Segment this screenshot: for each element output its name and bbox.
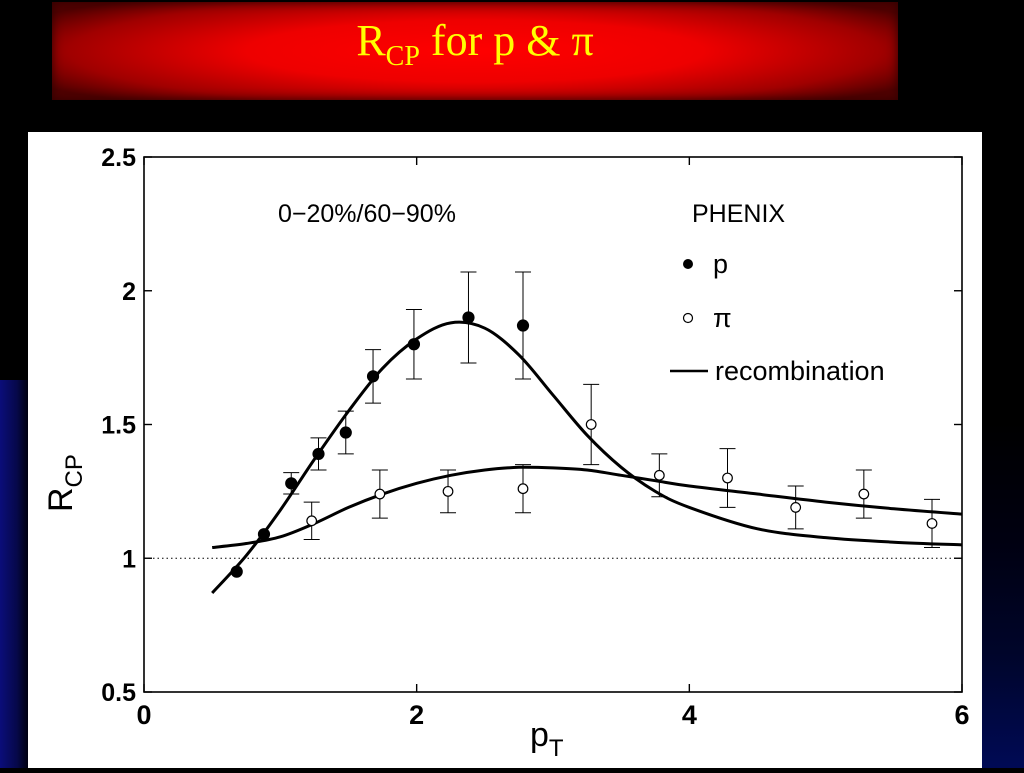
plot-panel: 0 2 4 6 0.5 1 1.5 2 2.5 0−20%/60−90% PHENIX p π … [28, 132, 982, 768]
data-point-pi [517, 483, 529, 495]
background-gradient [0, 380, 28, 768]
data-point-pi [722, 472, 733, 484]
recombination-curve-pi [211, 465, 963, 550]
legend-label-pi: π [713, 303, 732, 333]
data-point-p [407, 338, 421, 351]
data-point-p [285, 477, 298, 490]
legend-label-recombination: recombination [715, 356, 885, 386]
x-tick-label: 6 [954, 700, 969, 730]
y-tick-label: 1.5 [101, 412, 136, 440]
data-point-pi [790, 502, 802, 513]
legend-label-p: p [713, 249, 728, 279]
data-point-p [516, 319, 530, 332]
x-tick-label: 2 [409, 700, 424, 730]
x-tick-label: 4 [682, 700, 697, 730]
y-tick-label: 1 [122, 545, 136, 573]
svg-text:RCP: RCP [42, 454, 88, 512]
annotation-centrality: 0−20%/60−90% [278, 200, 456, 228]
data-point-pi [442, 485, 454, 497]
data-point-pi [926, 518, 938, 529]
data-point-pi [585, 419, 597, 430]
legend: p π recombination [670, 249, 885, 386]
x-tick-label: 0 [136, 700, 151, 730]
data-point-pi [858, 488, 870, 500]
data-point-p [257, 528, 271, 541]
y-axis-label: RCP [42, 454, 88, 512]
x-axis-label: pT [530, 716, 564, 762]
data-point-p [230, 565, 243, 578]
rcp-chart: 0 2 4 6 0.5 1 1.5 2 2.5 0−20%/60−90% PHENIX p π … [42, 144, 970, 762]
data-markers [230, 271, 941, 578]
slide-title: RCP for p & π [356, 16, 594, 72]
data-point-p [462, 311, 475, 324]
y-tick-label: 0.5 [101, 679, 136, 707]
data-point-p [312, 447, 325, 461]
data-point-p [366, 370, 380, 383]
annotation-experiment: PHENIX [692, 200, 785, 228]
title-banner: RCP for p & π [52, 2, 898, 100]
legend-marker-pi [682, 312, 694, 324]
legend-marker-p [683, 259, 693, 269]
plot-frame [143, 156, 963, 693]
data-point-pi [653, 469, 665, 481]
data-point-pi [374, 488, 386, 500]
y-tick-label: 2 [122, 278, 136, 306]
data-point-pi [306, 515, 318, 527]
y-tick-label: 2.5 [101, 144, 136, 172]
svg-text:pT: pT [530, 716, 564, 762]
data-point-p [339, 426, 352, 439]
plot-axes: 0 2 4 6 0.5 1 1.5 2 2.5 [101, 144, 969, 730]
